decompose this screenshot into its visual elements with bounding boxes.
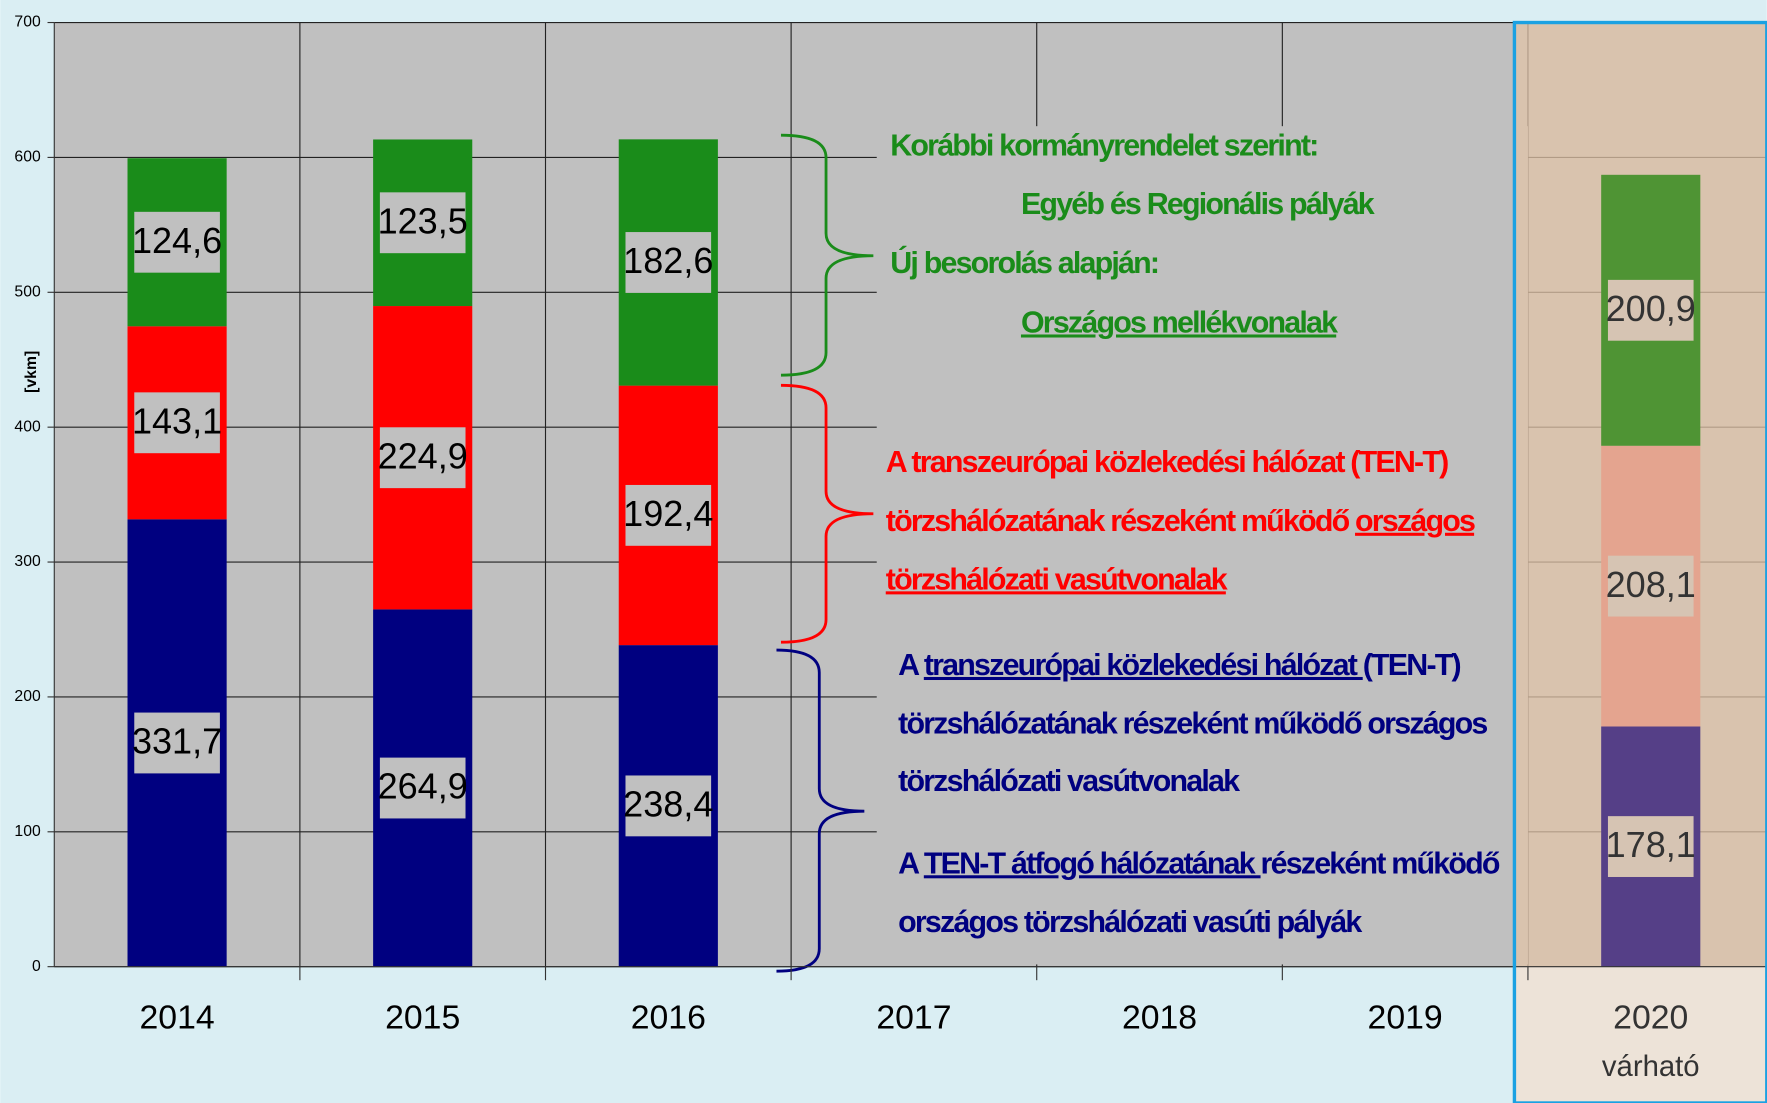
annotation-segment: Országos mellékvonalak bbox=[1021, 306, 1338, 340]
annotation-segment: törzshálózatának részeként működő bbox=[886, 504, 1355, 538]
annotation: országos törzshálózati vasúti pályák bbox=[898, 905, 1362, 939]
x-tick-label: 2016 bbox=[631, 999, 706, 1037]
annotation: törzshálózati vasútvonalak bbox=[886, 562, 1228, 596]
data-label: 182,6 bbox=[623, 240, 713, 281]
annotation-segment: törzshálózati vasútvonalak bbox=[886, 562, 1228, 596]
label-box bbox=[379, 427, 466, 489]
brace bbox=[780, 383, 874, 644]
annotation-segment: A bbox=[898, 648, 924, 682]
annotation: Korábbi kormányrendelet szerint: bbox=[890, 129, 1317, 163]
label-box bbox=[1607, 555, 1694, 617]
label-box bbox=[1607, 279, 1694, 341]
label-box bbox=[134, 392, 220, 454]
label-box bbox=[625, 232, 712, 293]
label-box bbox=[1607, 816, 1694, 877]
data-label: 124,6 bbox=[132, 220, 222, 261]
annotations: Korábbi kormányrendelet szerint: Egyéb és… bbox=[886, 129, 1502, 939]
data-label: 208,1 bbox=[1606, 564, 1696, 605]
data-label: 143,1 bbox=[132, 400, 222, 441]
x-tick-label: 2019 bbox=[1368, 999, 1443, 1037]
y-tick-label: 700 bbox=[14, 14, 41, 31]
y-axis-label: [vkm] bbox=[23, 351, 40, 393]
annotation-backdrop bbox=[876, 126, 1528, 965]
y-tick-label: 200 bbox=[14, 688, 41, 705]
x-tick-sublabel: várható bbox=[1602, 1050, 1700, 1083]
x-tick-label: 2015 bbox=[385, 999, 460, 1037]
x-tick-label: 2018 bbox=[1122, 999, 1197, 1037]
label-box bbox=[134, 712, 220, 774]
data-label: 200,9 bbox=[1606, 288, 1696, 329]
data-label: 264,9 bbox=[378, 766, 468, 807]
annotation-segment: Új besorolás alapján: bbox=[890, 246, 1158, 280]
data-label: 192,4 bbox=[623, 493, 713, 534]
annotation: A transzeurópai közlekedési hálózat (TEN… bbox=[898, 648, 1460, 682]
annotation-segment: részeként működő bbox=[1261, 846, 1500, 880]
y-tick-label: 400 bbox=[14, 418, 41, 435]
label-box bbox=[625, 775, 712, 837]
annotation-segment: A bbox=[898, 846, 924, 880]
data-label: 331,7 bbox=[132, 721, 222, 762]
annotation-segment: törzshálózati vasútvonalak bbox=[898, 764, 1240, 798]
braces bbox=[776, 133, 874, 973]
y-tick-label: 600 bbox=[14, 149, 41, 166]
data-label: 238,4 bbox=[623, 784, 713, 825]
x-tick-label: 2020 bbox=[1613, 999, 1688, 1037]
annotation: törzshálózatának részeként működő ország… bbox=[886, 504, 1475, 538]
brace bbox=[776, 648, 865, 973]
annotation-segment: TEN-T átfogó hálózatának bbox=[924, 846, 1261, 880]
annotation: törzshálózatának részeként működő ország… bbox=[898, 707, 1487, 741]
y-tick-label: 100 bbox=[14, 823, 41, 840]
annotation-segment: országos törzshálózati vasúti pályák bbox=[898, 905, 1362, 939]
y-tick-label: 300 bbox=[14, 553, 41, 570]
y-tick-label: 500 bbox=[14, 283, 41, 300]
annotation-segment: Korábbi kormányrendelet szerint: bbox=[890, 129, 1317, 163]
annotation-segment: törzshálózatának részeként működő ország… bbox=[898, 707, 1487, 741]
data-label: 224,9 bbox=[378, 435, 468, 476]
label-box bbox=[379, 192, 466, 254]
annotation: A transzeurópai közlekedési hálózat (TEN… bbox=[886, 445, 1448, 479]
annotation: törzshálózati vasútvonalak bbox=[898, 764, 1240, 798]
annotation: A TEN-T átfogó hálózatának részeként műk… bbox=[898, 846, 1500, 880]
annotation-segment: országos bbox=[1355, 504, 1475, 538]
data-label: 123,5 bbox=[378, 200, 468, 241]
x-tick-label: 2014 bbox=[140, 999, 215, 1037]
bars: 331,7 143,1 124,6 264,9 224,9 123,5 238,4 192,4… bbox=[127, 139, 1701, 967]
annotation-segment: transzeurópai közlekedési hálózat bbox=[924, 648, 1363, 682]
brace bbox=[780, 133, 874, 377]
y-tick-label: 0 bbox=[32, 958, 41, 975]
x-tick-label: 2017 bbox=[876, 999, 951, 1037]
annotation-segment: (TEN-T) bbox=[1363, 648, 1461, 682]
annotation: Országos mellékvonalak bbox=[1021, 306, 1338, 340]
label-box bbox=[134, 211, 220, 273]
data-label: 178,1 bbox=[1606, 824, 1696, 865]
highlight-footer bbox=[1514, 966, 1767, 1103]
annotation-segment: Egyéb és Regionális pályák bbox=[1021, 187, 1375, 221]
annotation: Egyéb és Regionális pályák bbox=[1021, 187, 1375, 221]
annotation: Új besorolás alapján: bbox=[890, 246, 1158, 280]
label-box bbox=[625, 484, 712, 546]
label-box bbox=[379, 757, 466, 819]
annotation-segment: A transzeurópai közlekedési hálózat (TEN… bbox=[886, 445, 1448, 479]
